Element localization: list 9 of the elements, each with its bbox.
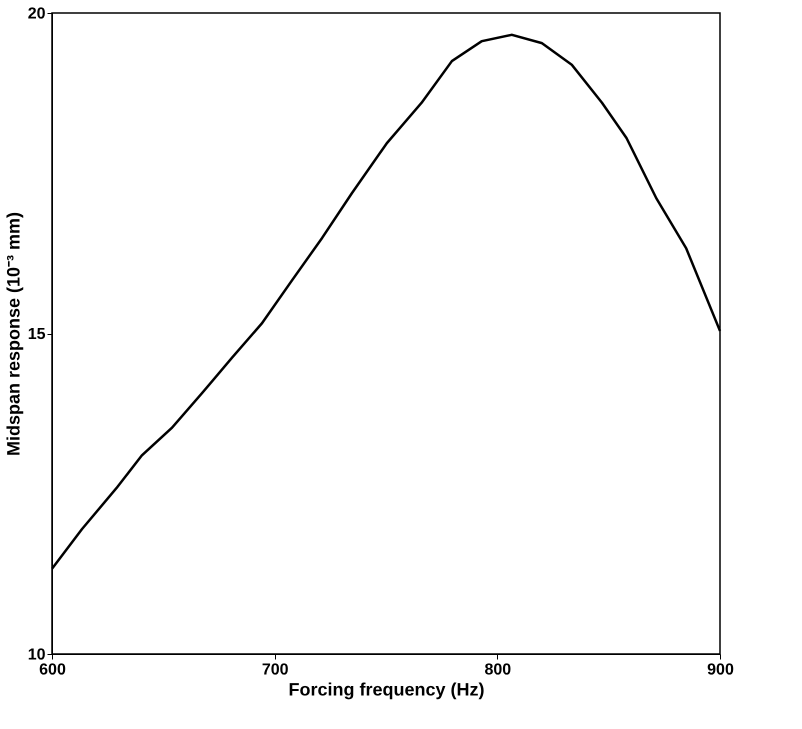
y-tick-label: 15 — [28, 326, 46, 343]
y-tick-label: 10 — [28, 646, 46, 664]
y-axis-title: Midspan response (10⁻³ mm) — [4, 212, 24, 456]
x-tick-label: 700 — [262, 662, 289, 678]
x-tick-label: 600 — [39, 662, 66, 678]
y-tick-label: 20 — [28, 6, 46, 22]
x-tick-label: 800 — [484, 662, 512, 678]
x-tick-label: 900 — [707, 662, 734, 678]
x-axis-title: Forcing frequency (Hz) — [288, 680, 485, 700]
